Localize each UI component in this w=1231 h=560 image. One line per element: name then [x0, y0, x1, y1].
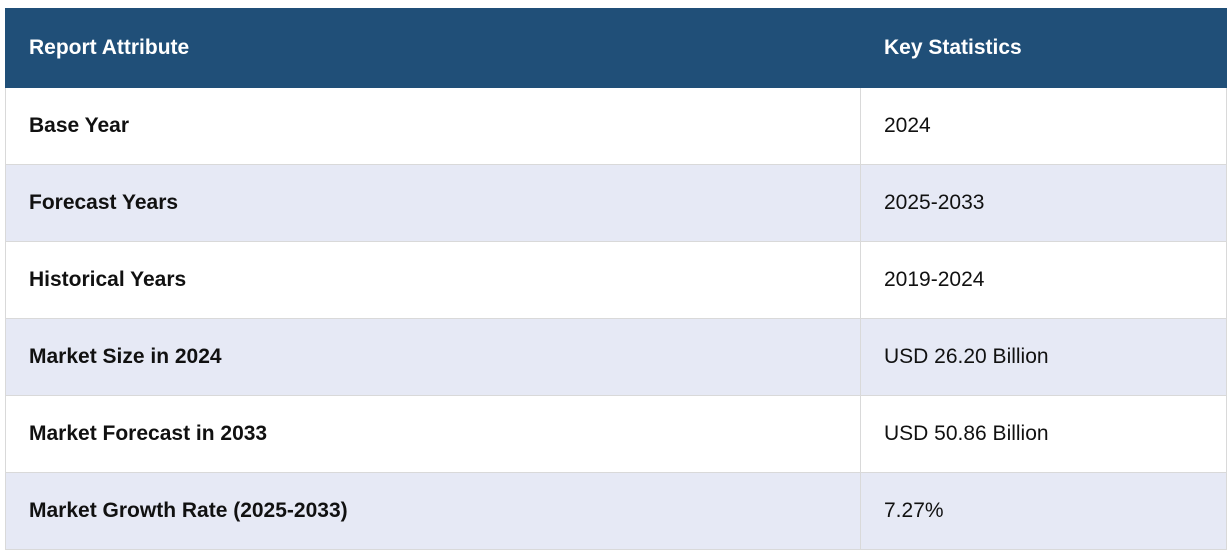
report-table-container: Report Attribute Key Statistics Base Yea…: [5, 8, 1227, 550]
row-attribute-cell: Base Year: [5, 87, 861, 165]
row-attribute-cell: Historical Years: [5, 241, 861, 319]
table-row: Market Size in 2024 USD 26.20 Billion: [5, 318, 1227, 396]
row-value-cell: 7.27%: [860, 472, 1227, 550]
row-value-cell: 2024: [860, 87, 1227, 165]
header-report-attribute: Report Attribute: [5, 8, 861, 88]
table-row: Market Forecast in 2033 USD 50.86 Billio…: [5, 395, 1227, 473]
row-value-cell: USD 26.20 Billion: [860, 318, 1227, 396]
row-attribute-cell: Forecast Years: [5, 164, 861, 242]
row-value-cell: 2019-2024: [860, 241, 1227, 319]
row-attribute-cell: Market Size in 2024: [5, 318, 861, 396]
header-key-statistics: Key Statistics: [860, 8, 1227, 88]
table-row: Market Growth Rate (2025-2033) 7.27%: [5, 472, 1227, 550]
table-header-row: Report Attribute Key Statistics: [5, 8, 1227, 88]
row-value-cell: 2025-2033: [860, 164, 1227, 242]
table-row: Base Year 2024: [5, 87, 1227, 165]
table-row: Forecast Years 2025-2033: [5, 164, 1227, 242]
table-body: Base Year 2024 Forecast Years 2025-2033 …: [5, 87, 1227, 550]
row-attribute-cell: Market Growth Rate (2025-2033): [5, 472, 861, 550]
table-header: Report Attribute Key Statistics: [5, 8, 1227, 88]
row-attribute-cell: Market Forecast in 2033: [5, 395, 861, 473]
row-value-cell: USD 50.86 Billion: [860, 395, 1227, 473]
report-attributes-table: Report Attribute Key Statistics Base Yea…: [5, 8, 1227, 550]
table-row: Historical Years 2019-2024: [5, 241, 1227, 319]
